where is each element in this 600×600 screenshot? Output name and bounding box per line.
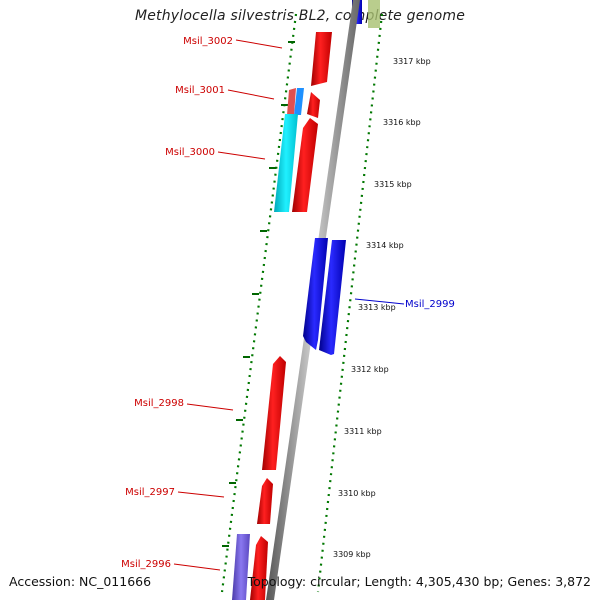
scale-tick-label: 3310 kbp [338, 489, 376, 498]
gene-label-msil-2999[interactable]: Msil_2999 [405, 299, 455, 310]
gene-label-leaders [173, 39, 283, 571]
scale-tick-label: 3309 kbp [333, 550, 371, 559]
gene-label-msil-2996[interactable]: Msil_2996 [121, 559, 171, 570]
gene-msil-3000[interactable] [292, 118, 318, 212]
gene-msil-3001c[interactable] [294, 88, 304, 115]
gene-label-msil-2998[interactable]: Msil_2998 [134, 398, 184, 409]
gene-label-leader-2999 [354, 298, 405, 305]
scale-tick-label: 3313 kbp [358, 303, 396, 312]
gene-label-msil-3002[interactable]: Msil_3002 [183, 36, 233, 47]
gene-msil-3002[interactable] [311, 32, 332, 86]
gene-msil-3001[interactable] [307, 92, 320, 118]
scale-track-outer [316, 13, 384, 593]
gene-msil-2996b[interactable] [232, 534, 250, 600]
scale-tick-label: 3311 kbp [344, 427, 382, 436]
gene-msil-2997[interactable] [257, 478, 273, 524]
gene-msil-3000-rna[interactable] [274, 114, 298, 212]
accession-label: Accession: NC_011666 [9, 574, 152, 589]
genome-summary: Topology: circular; Length: 4,305,430 bp… [247, 574, 591, 589]
scale-tick-label: 3314 kbp [366, 241, 404, 250]
gene-label-msil-2997[interactable]: Msil_2997 [125, 487, 175, 498]
gene-label-msil-3001[interactable]: Msil_3001 [175, 85, 225, 96]
gene-msil-2999a[interactable] [303, 238, 328, 350]
scale-tick-label: 3315 kbp [374, 180, 412, 189]
scale-tick-label: 3317 kbp [393, 57, 431, 66]
gene-msil-2999b[interactable] [319, 240, 346, 355]
scale-tick-label: 3312 kbp [351, 365, 389, 374]
gene-msil-3001b[interactable] [287, 88, 296, 115]
gene-top-olive[interactable] [368, 0, 380, 28]
gene-msil-2996[interactable] [250, 536, 268, 600]
map-title: Methylocella silvestris BL2, complete ge… [134, 8, 466, 24]
scale-tick-label: 3316 kbp [383, 118, 421, 127]
gene-label-msil-3000[interactable]: Msil_3000 [165, 147, 215, 158]
gene-msil-2998[interactable] [262, 356, 286, 470]
inner-major-ticks [222, 41, 295, 547]
